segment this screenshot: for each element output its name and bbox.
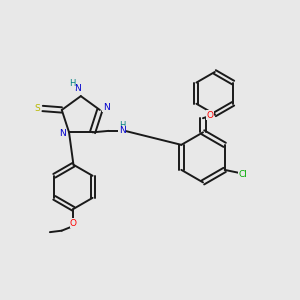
Text: N: N xyxy=(74,84,81,93)
Text: Cl: Cl xyxy=(239,170,248,179)
Text: S: S xyxy=(34,104,40,113)
Text: N: N xyxy=(118,126,125,135)
Text: N: N xyxy=(103,103,110,112)
Text: N: N xyxy=(59,129,66,138)
Text: O: O xyxy=(207,111,214,120)
Text: H: H xyxy=(119,121,125,130)
Text: H: H xyxy=(69,79,76,88)
Text: O: O xyxy=(70,218,77,227)
